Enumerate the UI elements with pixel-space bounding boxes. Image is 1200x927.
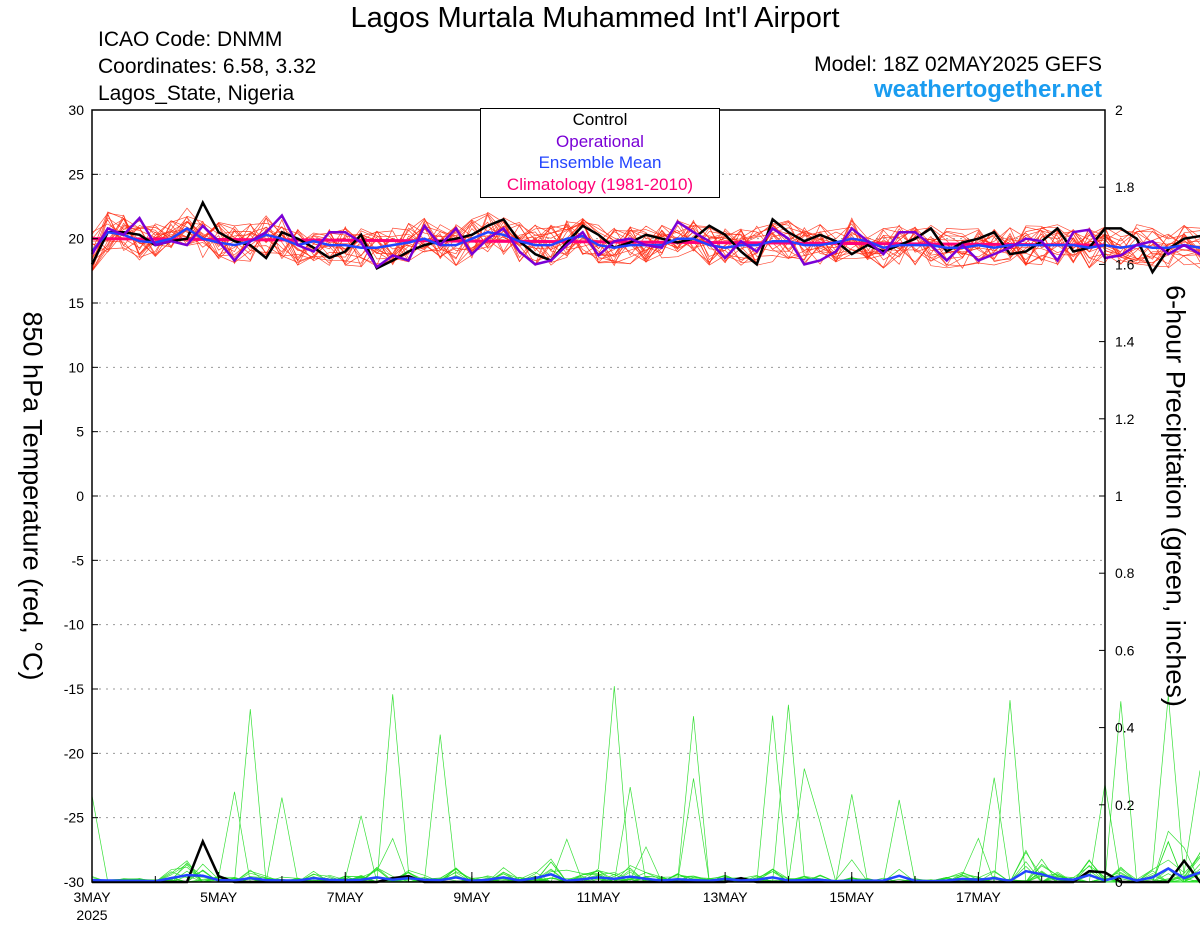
y2-tick-label: 1 <box>1115 488 1123 504</box>
axis-ticks: 302520151050-5-10-15-20-25-3021.81.61.41… <box>64 102 1135 923</box>
legend-ensemble-mean: Ensemble Mean <box>538 153 662 172</box>
x-tick-label: 5MAY <box>200 889 238 905</box>
x-tick-label: 15MAY <box>829 889 875 905</box>
y-tick-label: -5 <box>72 552 85 568</box>
ensemble-mean-temp-line <box>91 226 1200 253</box>
x-tick-label: 13MAY <box>703 889 749 905</box>
y-axis-label-temperature: 850 hPa Temperature (red, °C) <box>17 311 48 681</box>
member-precip-line <box>91 694 1200 883</box>
y-tick-label: -15 <box>64 681 84 697</box>
member-precip-line <box>91 709 1200 883</box>
icao-code: ICAO Code: DNMM <box>98 28 283 51</box>
y2-tick-label: 1.6 <box>1115 256 1135 272</box>
member-precip-line <box>92 837 1200 883</box>
y2-tick-label: 1.8 <box>1115 179 1135 195</box>
x-tick-year: 2025 <box>76 907 107 923</box>
ensemble-mean-precip-line <box>91 867 1200 883</box>
y-axis-label-precipitation: 6-hour Precipitation (green, inches) <box>1160 285 1191 707</box>
member-precip-line <box>92 791 1200 883</box>
y2-tick-label: 0.8 <box>1115 565 1135 581</box>
y2-tick-label: 1.2 <box>1115 411 1135 427</box>
y-tick-label: -20 <box>64 745 84 761</box>
member-temp-line <box>91 214 1200 271</box>
member-precip-line <box>92 686 1200 883</box>
y-tick-label: 5 <box>76 424 84 440</box>
y2-tick-label: 0 <box>1115 874 1123 890</box>
legend-climatology: Climatology (1981-2010) <box>506 174 694 194</box>
member-temp-line <box>91 207 1200 267</box>
legend-operational: Operational <box>556 131 644 151</box>
chart-title: Lagos Murtala Muhammed Int'l Airport <box>350 2 840 34</box>
y2-tick-label: 1.4 <box>1115 334 1135 350</box>
y-tick-label: -10 <box>64 617 84 633</box>
operational-temp-line <box>90 213 1200 269</box>
member-precip-line <box>91 794 1200 883</box>
member-precip-line <box>92 695 1200 883</box>
location: Lagos_State, Nigeria <box>98 82 295 105</box>
member-temp-line <box>91 221 1200 272</box>
main-series-lines <box>90 199 1200 884</box>
site-credit[interactable]: weathertogether.net <box>873 76 1102 103</box>
model-run: Model: 18Z 02MAY2025 GEFS <box>814 53 1102 76</box>
y2-tick-label: 2 <box>1115 102 1123 118</box>
y-tick-label: -30 <box>64 874 84 890</box>
x-tick-label: 11MAY <box>577 889 621 905</box>
member-precip-line <box>91 797 1200 883</box>
member-precip-line <box>92 838 1200 883</box>
x-tick-label: 7MAY <box>327 889 365 905</box>
y-tick-label: 15 <box>68 295 84 311</box>
member-precip-line <box>91 701 1200 883</box>
y-tick-label: -25 <box>64 810 84 826</box>
y2-tick-label: 0.6 <box>1115 642 1135 658</box>
member-precip-line <box>91 846 1200 883</box>
y2-tick-label: 0.4 <box>1115 720 1135 736</box>
legend: Control Operational Ensemble Mean Climat… <box>480 108 720 198</box>
coordinates: Coordinates: 6.58, 3.32 <box>98 55 317 78</box>
gridlines <box>92 173 1105 819</box>
x-tick-label: 3MAY <box>73 889 111 905</box>
y-tick-label: 20 <box>68 231 84 247</box>
y-tick-label: 30 <box>68 102 84 118</box>
x-tick-label: 17MAY <box>956 889 1002 905</box>
member-precip-line <box>92 777 1200 883</box>
climatology-line <box>91 237 1106 247</box>
legend-control: Control <box>572 110 628 129</box>
control-precip-line <box>92 838 1200 884</box>
member-temp-line <box>91 217 1200 272</box>
y-tick-label: 25 <box>68 166 84 182</box>
member-precip-line <box>91 768 1200 883</box>
member-temp-line <box>91 213 1200 271</box>
ensemble-member-precip-lines <box>91 686 1200 883</box>
y-tick-label: 10 <box>68 359 84 375</box>
x-tick-label: 9MAY <box>453 889 491 905</box>
y2-tick-label: 0.2 <box>1115 797 1135 813</box>
y-tick-label: 0 <box>76 488 84 504</box>
